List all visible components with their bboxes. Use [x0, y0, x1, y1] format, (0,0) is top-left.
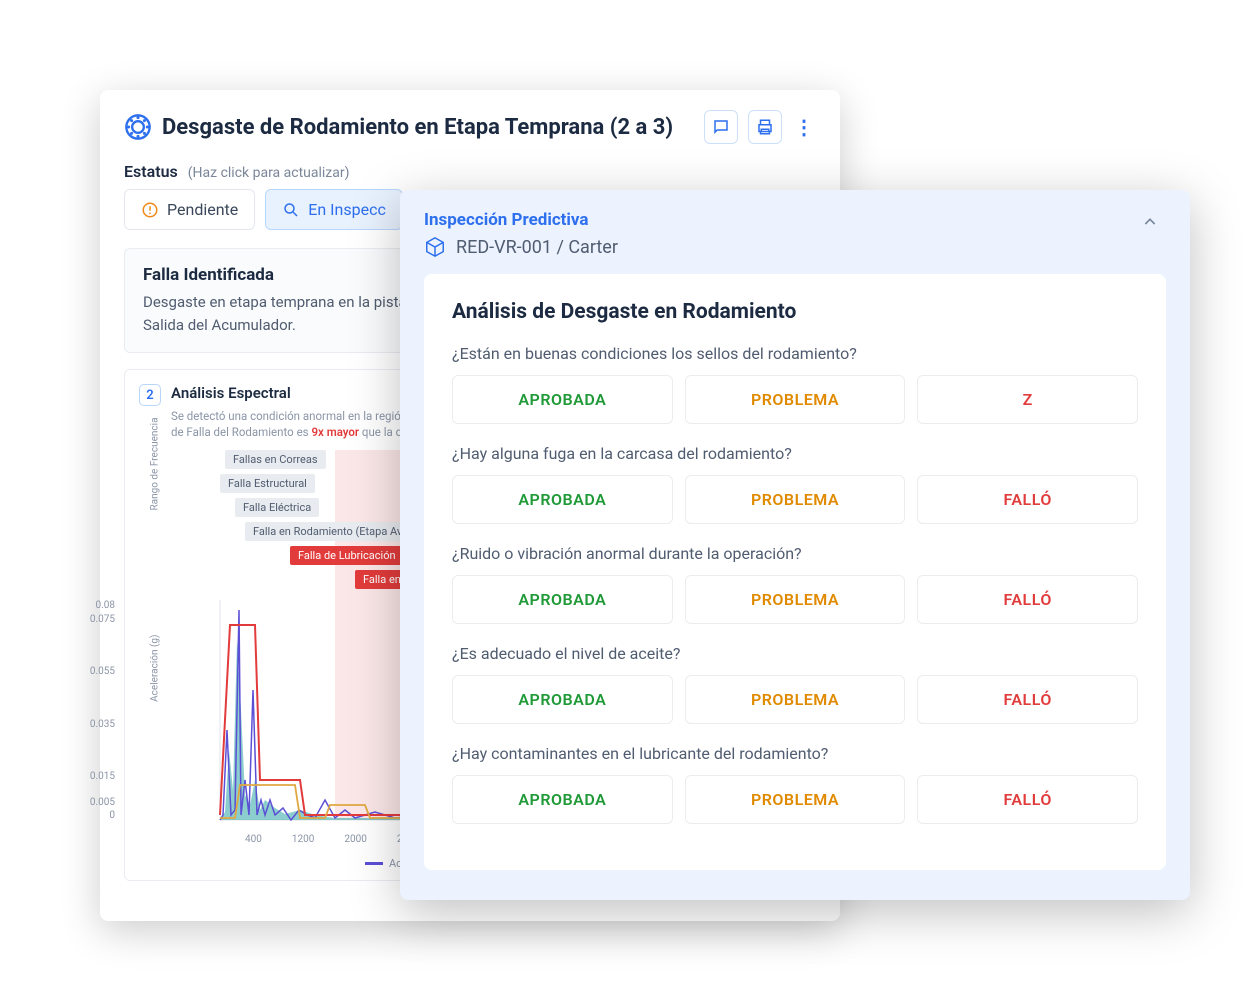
chat-button[interactable] [704, 110, 738, 144]
inspection-header: Inspección Predictiva RED-VR-001 / Carte… [424, 210, 1166, 258]
spectral-title: Análisis Espectral [171, 384, 291, 402]
search-icon [282, 201, 300, 219]
option-problema[interactable]: PROBLEMA [685, 675, 906, 724]
freq-axis-title: Rango de Frecuencia [150, 418, 161, 511]
option-aprobada[interactable]: APROBADA [452, 375, 673, 424]
question-block: ¿Están en buenas condiciones los sellos … [452, 344, 1138, 424]
inspection-panel: Análisis de Desgaste en Rodamiento ¿Está… [424, 274, 1166, 870]
step-badge: 2 [139, 384, 161, 406]
print-icon [756, 118, 774, 136]
option-problema[interactable]: PROBLEMA [685, 775, 906, 824]
option-fallo[interactable]: FALLÓ [917, 575, 1138, 624]
status-row: Estatus (Haz click para actualizar) [124, 162, 816, 181]
option-problema[interactable]: PROBLEMA [685, 575, 906, 624]
range-label: Falla de Lubricación [290, 546, 404, 565]
status-label: Estatus [124, 162, 178, 181]
x-tick-label: 400 [245, 834, 262, 845]
chat-icon [712, 118, 730, 136]
option-aprobada[interactable]: APROBADA [452, 575, 673, 624]
status-pendiente-label: Pendiente [167, 200, 238, 219]
question-text: ¿Hay contaminantes en el lubricante del … [452, 744, 1138, 763]
status-pendiente-button[interactable]: Pendiente [124, 189, 255, 230]
card-header: Desgaste de Rodamiento en Etapa Temprana… [124, 110, 816, 144]
question-text: ¿Están en buenas condiciones los sellos … [452, 344, 1138, 363]
status-inspeccion-label: En Inspecc [308, 200, 386, 219]
option-row: APROBADAPROBLEMAFALLÓ [452, 575, 1138, 624]
y-tick-label: 0.055 [90, 666, 115, 677]
question-block: ¿Ruido o vibración anormal durante la op… [452, 544, 1138, 624]
question-block: ¿Es adecuado el nivel de aceite? APROBADA… [452, 644, 1138, 724]
option-row: APROBADAPROBLEMAFALLÓ [452, 475, 1138, 524]
asset-code: RED-VR-001 / Carter [456, 237, 618, 258]
option-aprobada[interactable]: APROBADA [452, 675, 673, 724]
cube-icon [424, 236, 446, 258]
option-fallo[interactable]: FALLÓ [917, 475, 1138, 524]
option-fallo[interactable]: FALLÓ [917, 675, 1138, 724]
legend-color-swatch [365, 862, 383, 865]
option-aprobada[interactable]: APROBADA [452, 475, 673, 524]
y-tick-label: 0.035 [90, 719, 115, 730]
y-tick-label: 0.075 [90, 614, 115, 625]
option-problema[interactable]: PROBLEMA [685, 375, 906, 424]
range-label: Fallas en Correas [225, 450, 326, 469]
inspection-card: Inspección Predictiva RED-VR-001 / Carte… [400, 190, 1190, 900]
option-aprobada[interactable]: APROBADA [452, 775, 673, 824]
more-button[interactable]: ⋮ [792, 110, 816, 144]
y-tick-label: 0.005 [90, 797, 115, 808]
option-problema[interactable]: PROBLEMA [685, 475, 906, 524]
accel-axis-title: Aceleración (g) [150, 635, 161, 702]
y-tick-label: 0.08 [96, 600, 116, 611]
range-label: Falla Eléctrica [235, 498, 319, 517]
inspection-panel-title: Análisis de Desgaste en Rodamiento [452, 300, 1138, 324]
print-button[interactable] [748, 110, 782, 144]
range-label: Falla Estructural [220, 474, 315, 493]
option-row: APROBADAPROBLEMAZ [452, 375, 1138, 424]
card-title: Desgaste de Rodamiento en Etapa Temprana… [162, 115, 694, 140]
question-text: ¿Ruido o vibración anormal durante la op… [452, 544, 1138, 563]
chevron-up-icon [1142, 214, 1158, 230]
collapse-button[interactable] [1134, 210, 1166, 239]
option-row: APROBADAPROBLEMAFALLÓ [452, 775, 1138, 824]
option-row: APROBADAPROBLEMAFALLÓ [452, 675, 1138, 724]
status-hint: (Haz click para actualizar) [188, 165, 350, 181]
y-tick-label: 0 [109, 810, 115, 821]
bearing-icon [124, 113, 152, 141]
inspection-title: Inspección Predictiva [424, 210, 618, 230]
option-fallo[interactable]: FALLÓ [917, 775, 1138, 824]
status-inspeccion-button[interactable]: En Inspecc [265, 189, 403, 230]
inspection-asset: RED-VR-001 / Carter [424, 236, 618, 258]
alert-icon [141, 201, 159, 219]
y-tick-label: 0.015 [90, 771, 115, 782]
x-tick-label: 1200 [292, 834, 314, 845]
x-tick-label: 2000 [344, 834, 366, 845]
question-text: ¿Hay alguna fuga en la carcasa del rodam… [452, 444, 1138, 463]
question-text: ¿Es adecuado el nivel de aceite? [452, 644, 1138, 663]
question-block: ¿Hay alguna fuga en la carcasa del rodam… [452, 444, 1138, 524]
option-fallo[interactable]: Z [917, 375, 1138, 424]
question-block: ¿Hay contaminantes en el lubricante del … [452, 744, 1138, 824]
